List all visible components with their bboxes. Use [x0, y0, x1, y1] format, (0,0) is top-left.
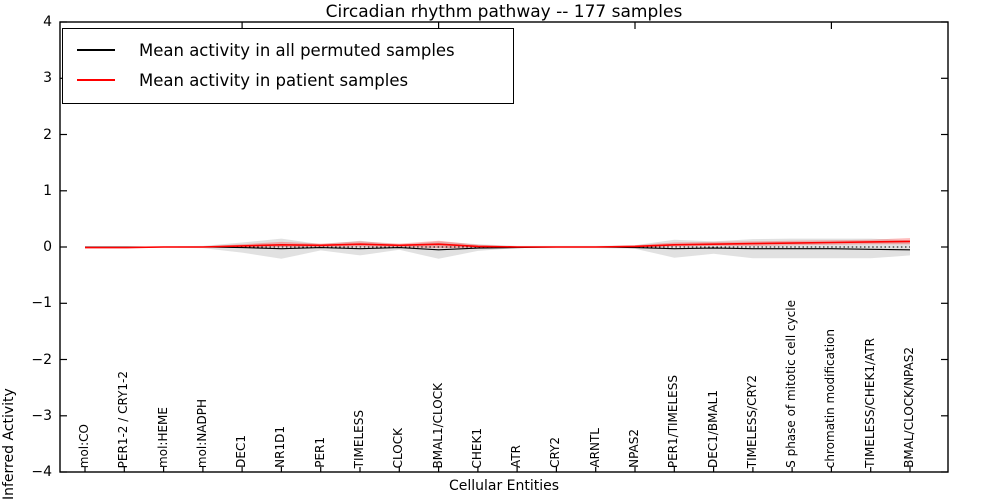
x-tick-label: S phase of mitotic cell cycle — [784, 300, 799, 468]
legend-label-permuted: Mean activity in all permuted samples — [139, 40, 455, 60]
y-tick-label: −2 — [31, 351, 52, 368]
legend-entry-patient: Mean activity in patient samples — [63, 65, 513, 95]
chart-title: Circadian rhythm pathway -- 177 samples — [325, 2, 683, 22]
y-tick-label: −3 — [31, 407, 52, 424]
x-tick-label: ARNTL — [587, 428, 602, 468]
x-tick-label: PER1-2 / CRY1-2 — [116, 370, 131, 468]
y-tick-label: 3 — [43, 70, 52, 87]
x-tick-label: mol:HEME — [155, 407, 170, 468]
x-tick-label: BMAL1/CLOCK — [430, 382, 445, 469]
legend-entry-permuted: Mean activity in all permuted samples — [63, 35, 513, 65]
x-tick-label: mol:NADPH — [194, 398, 209, 468]
x-tick-label: NR1D1 — [273, 426, 288, 468]
x-tick-label: TIMELESS — [352, 409, 366, 468]
x-tick-label: TIMELESS/CHEK1/ATR — [862, 338, 877, 468]
series-line-0 — [85, 246, 911, 251]
x-tick-label: chromatin modification — [823, 328, 838, 468]
y-tick-label: 1 — [43, 182, 52, 199]
x-tick-label: PER1 — [312, 437, 327, 468]
y-tick-label: 0 — [43, 239, 52, 255]
x-tick-label: DEC1/BMAL1 — [705, 390, 720, 468]
x-tick-label: PER1/TIMELESS — [666, 374, 681, 468]
x-tick-label: CHEK1 — [469, 427, 484, 469]
series-line-1 — [85, 240, 911, 249]
permuted-line-swatch — [77, 49, 115, 51]
x-tick-label: CRY2 — [548, 437, 563, 468]
legend-label-patient: Mean activity in patient samples — [139, 70, 409, 90]
x-axis-label: Cellular Entities — [448, 478, 560, 494]
x-tick-label: BMAL/CLOCK/NPAS2 — [902, 347, 916, 468]
x-tick-label: TIMELESS/CRY2 — [744, 374, 759, 468]
y-tick-label: −4 — [31, 464, 52, 480]
y-tick-label: −1 — [31, 295, 52, 312]
x-tick-label: mol:CO — [77, 423, 91, 468]
x-tick-label: DEC1 — [234, 435, 249, 468]
y-tick-label: 2 — [43, 126, 52, 143]
legend: Mean activity in all permuted samples Me… — [62, 28, 514, 104]
x-tick-label: ATR — [509, 445, 524, 468]
y-tick-label: 4 — [43, 14, 52, 30]
x-tick-label: NPAS2 — [627, 429, 641, 468]
x-tick-label: CLOCK — [391, 427, 406, 468]
patient-line-swatch — [77, 79, 115, 81]
